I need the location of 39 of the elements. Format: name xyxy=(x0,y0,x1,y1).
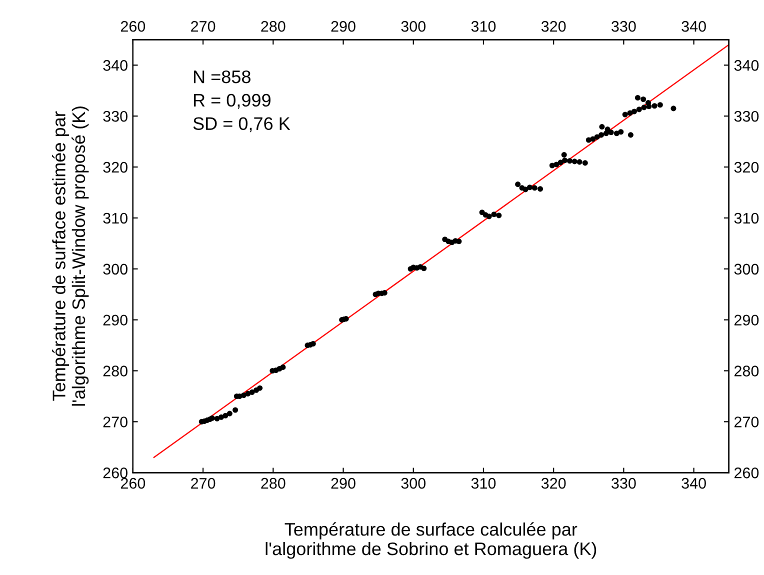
x-tick-label: 300 xyxy=(401,478,426,489)
x2-tick-label: 300 xyxy=(401,20,426,32)
x-axis-title: Température de surface calculée par l'algorithme de Sobrino et Romaguera (K) xyxy=(266,522,596,559)
annotation: N =858 R = 0,999 SD = 0,76 K xyxy=(193,70,290,132)
x2-tick-label: 260 xyxy=(120,20,146,32)
y-tick-label: 280 xyxy=(103,366,128,376)
x-tick-label: 260 xyxy=(120,478,146,489)
y2-tick-label: 260 xyxy=(734,468,759,478)
x-tick-label: 270 xyxy=(191,478,216,489)
y2-tick-label: 310 xyxy=(734,212,759,224)
x2-tick-label: 290 xyxy=(331,20,356,32)
x-tick-label: 310 xyxy=(471,478,496,489)
y-tick-label: 300 xyxy=(103,264,128,275)
y-tick-label: 330 xyxy=(103,110,128,122)
y-tick-label: 270 xyxy=(103,416,128,428)
y2-tick-label: 270 xyxy=(734,416,759,428)
y-tick-label: 320 xyxy=(103,162,128,173)
x-tick-label: 320 xyxy=(541,478,566,489)
x-tick-label: 280 xyxy=(261,478,286,489)
x2-tick-label: 330 xyxy=(612,20,636,32)
x-tick-label: 290 xyxy=(331,478,356,489)
y-axis-title: Température de surface estimée par l'algorithme Split-Window proposé (K) xyxy=(52,106,89,406)
x2-tick-label: 310 xyxy=(471,20,496,32)
y2-tick-label: 320 xyxy=(734,162,759,173)
x2-tick-label: 270 xyxy=(191,20,216,32)
y-tick-label: 260 xyxy=(103,468,128,478)
y-tick-label: 340 xyxy=(103,60,128,71)
y2-tick-label: 300 xyxy=(734,264,759,275)
y2-tick-label: 330 xyxy=(734,110,759,122)
y2-tick-label: 290 xyxy=(734,314,759,326)
x2-tick-label: 320 xyxy=(541,20,566,32)
x-tick-label: 330 xyxy=(612,478,636,489)
y2-tick-label: 340 xyxy=(734,60,759,71)
x-tick-label: 340 xyxy=(682,478,706,489)
y-tick-label: 290 xyxy=(103,314,128,326)
y2-tick-label: 280 xyxy=(734,366,759,376)
y-tick-label: 310 xyxy=(103,212,128,224)
x2-tick-label: 340 xyxy=(682,20,706,32)
x2-tick-label: 280 xyxy=(261,20,286,32)
